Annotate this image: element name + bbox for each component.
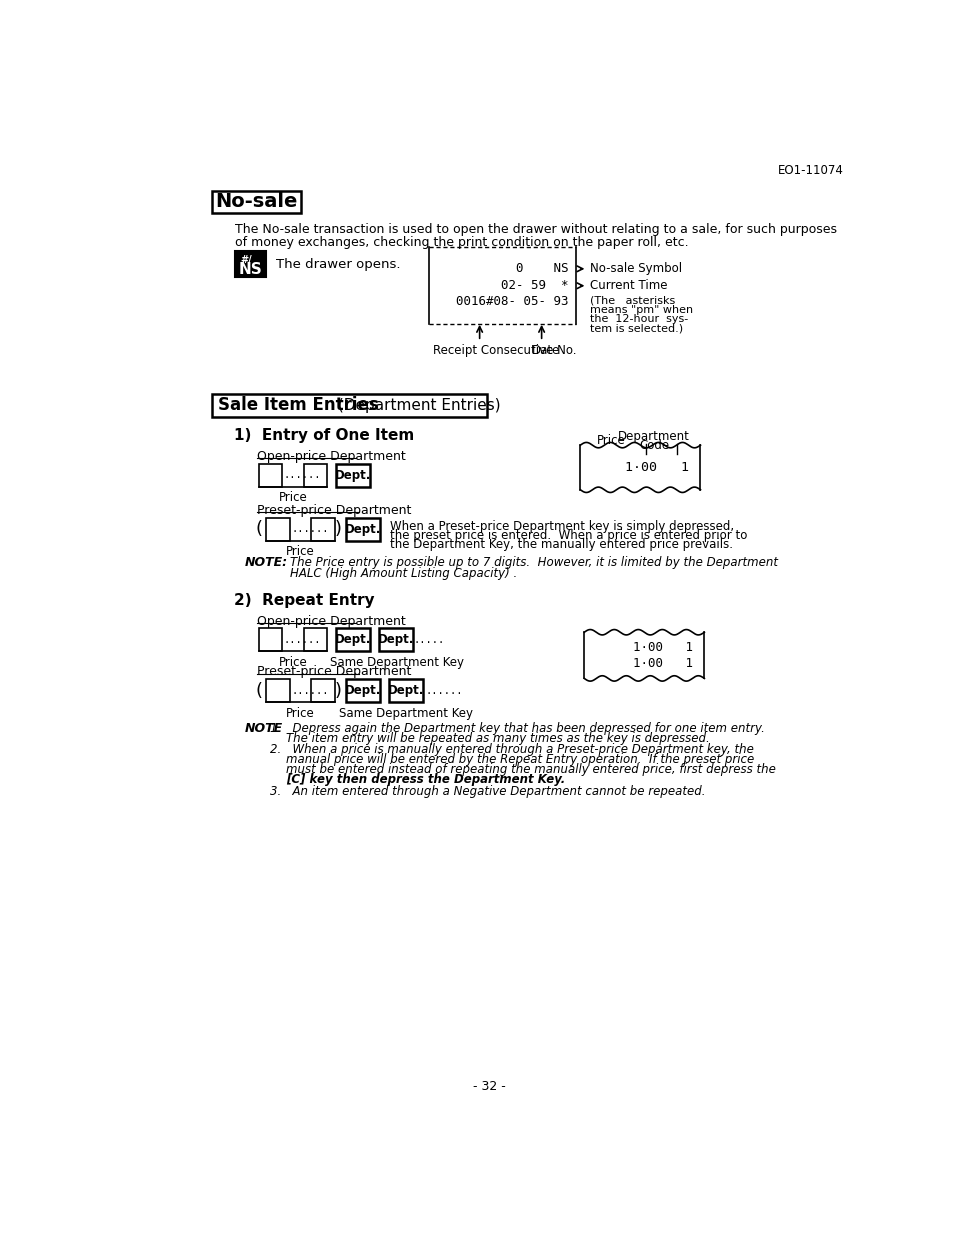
Text: Price: Price xyxy=(278,657,307,669)
Text: (: ( xyxy=(255,520,262,538)
Text: ......: ...... xyxy=(283,470,321,481)
Text: The No-sale transaction is used to open the drawer without relating to a sale, f: The No-sale transaction is used to open … xyxy=(235,223,837,237)
Text: manual price will be entered by the Repeat Entry operation.  If the preset price: manual price will be entered by the Repe… xyxy=(286,753,753,766)
Bar xyxy=(335,628,370,652)
Text: Dept.: Dept. xyxy=(345,684,381,698)
Text: the preset price is entered.  When a price is entered prior to: the preset price is entered. When a pric… xyxy=(390,529,747,541)
Text: Date: Date xyxy=(531,344,559,357)
Text: 0    NS: 0 NS xyxy=(516,263,568,275)
Text: 0016#08- 05- 93: 0016#08- 05- 93 xyxy=(456,295,568,307)
Text: HALC (High Amount Listing Capacity) .: HALC (High Amount Listing Capacity) . xyxy=(290,566,517,580)
Text: 1·00   1: 1·00 1 xyxy=(624,461,688,475)
Text: ......: ...... xyxy=(283,634,321,646)
Text: Preset-price Department: Preset-price Department xyxy=(257,665,411,678)
Text: The item entry will be repeated as many times as the key is depressed.: The item entry will be repeated as many … xyxy=(286,731,709,745)
Text: - 32 -: - 32 - xyxy=(472,1080,505,1093)
Text: (Department Entries): (Department Entries) xyxy=(333,398,500,413)
Text: No-sale: No-sale xyxy=(215,192,297,212)
Text: Dept.: Dept. xyxy=(388,684,424,698)
Text: The drawer opens.: The drawer opens. xyxy=(275,258,400,270)
Text: the  12-hour  sys-: the 12-hour sys- xyxy=(589,315,687,325)
Text: ): ) xyxy=(334,681,341,700)
Bar xyxy=(266,679,290,703)
Text: Department: Department xyxy=(618,430,689,442)
Text: Same Department Key: Same Department Key xyxy=(330,657,463,669)
Text: Price: Price xyxy=(597,435,625,447)
Bar xyxy=(212,394,487,416)
Text: NS: NS xyxy=(238,263,262,278)
Bar xyxy=(266,518,290,540)
Text: tem is selected.): tem is selected.) xyxy=(589,323,682,333)
Text: must be entered instead of repeating the manually entered price, first depress t: must be entered instead of repeating the… xyxy=(286,763,775,776)
Bar xyxy=(258,463,282,487)
Text: Code: Code xyxy=(639,439,668,452)
Bar xyxy=(235,252,266,278)
Bar xyxy=(378,628,413,652)
Bar xyxy=(303,463,327,487)
Text: Price: Price xyxy=(286,707,314,720)
Text: Dept.: Dept. xyxy=(335,633,371,647)
Text: When a Preset-price Department key is simply depressed,: When a Preset-price Department key is si… xyxy=(390,520,734,533)
Text: 2.   When a price is manually entered through a Preset-price Department key, the: 2. When a price is manually entered thro… xyxy=(270,743,754,756)
Text: means "pm" when: means "pm" when xyxy=(589,305,692,315)
Text: (: ( xyxy=(255,681,262,700)
Text: Dept.: Dept. xyxy=(345,523,381,535)
Text: Dept.: Dept. xyxy=(335,468,371,482)
Bar xyxy=(311,679,335,703)
Text: .....: ..... xyxy=(414,634,444,646)
Bar xyxy=(212,191,301,213)
Text: ......: ...... xyxy=(425,685,462,696)
Text: Preset-price Department: Preset-price Department xyxy=(257,503,411,517)
Bar xyxy=(389,679,422,703)
Text: Price: Price xyxy=(286,545,314,559)
Text: of money exchanges, checking the print condition on the paper roll, etc.: of money exchanges, checking the print c… xyxy=(235,235,688,249)
Text: 02- 59  *: 02- 59 * xyxy=(500,279,568,292)
Bar xyxy=(346,679,380,703)
Bar xyxy=(335,463,370,487)
Text: NOTE: NOTE xyxy=(245,721,283,735)
Text: Price: Price xyxy=(278,492,307,504)
Text: No-sale Symbol: No-sale Symbol xyxy=(589,263,681,275)
Text: the Department Key, the manually entered price prevails.: the Department Key, the manually entered… xyxy=(390,538,733,551)
Text: ......: ...... xyxy=(291,685,329,696)
Bar xyxy=(311,518,335,540)
Bar xyxy=(258,628,282,652)
Text: 1.   Depress again the Department key that has been depressed for one item entry: 1. Depress again the Department key that… xyxy=(270,721,764,735)
Text: Open-price Department: Open-price Department xyxy=(257,450,406,462)
Text: Sale Item Entries: Sale Item Entries xyxy=(218,396,378,414)
Text: 1·00   1: 1·00 1 xyxy=(632,657,692,669)
Text: #/: #/ xyxy=(240,254,252,265)
Text: Receipt Consecutive No.: Receipt Consecutive No. xyxy=(433,344,576,357)
Text: Current Time: Current Time xyxy=(589,279,666,292)
Bar xyxy=(303,628,327,652)
Text: 2)  Repeat Entry: 2) Repeat Entry xyxy=(233,593,375,608)
Text: Dept.: Dept. xyxy=(377,633,414,647)
Text: 3.   An item entered through a Negative Department cannot be repeated.: 3. An item entered through a Negative De… xyxy=(270,784,705,798)
Text: EO1-11074: EO1-11074 xyxy=(778,164,843,177)
Text: [C] key then depress the Department Key.: [C] key then depress the Department Key. xyxy=(286,773,564,787)
Text: (The   asterisks: (The asterisks xyxy=(589,296,674,306)
Text: Open-price Department: Open-price Department xyxy=(257,615,406,627)
Text: 1·00   1: 1·00 1 xyxy=(632,641,692,654)
Text: The Price entry is possible up to 7 digits.  However, it is limited by the Depar: The Price entry is possible up to 7 digi… xyxy=(290,556,777,569)
Bar xyxy=(346,518,380,540)
Text: Same Department Key: Same Department Key xyxy=(338,707,473,720)
Text: ......: ...... xyxy=(291,524,329,534)
Text: NOTE:: NOTE: xyxy=(245,556,288,569)
Text: 1)  Entry of One Item: 1) Entry of One Item xyxy=(233,429,414,444)
Text: ): ) xyxy=(334,520,341,538)
